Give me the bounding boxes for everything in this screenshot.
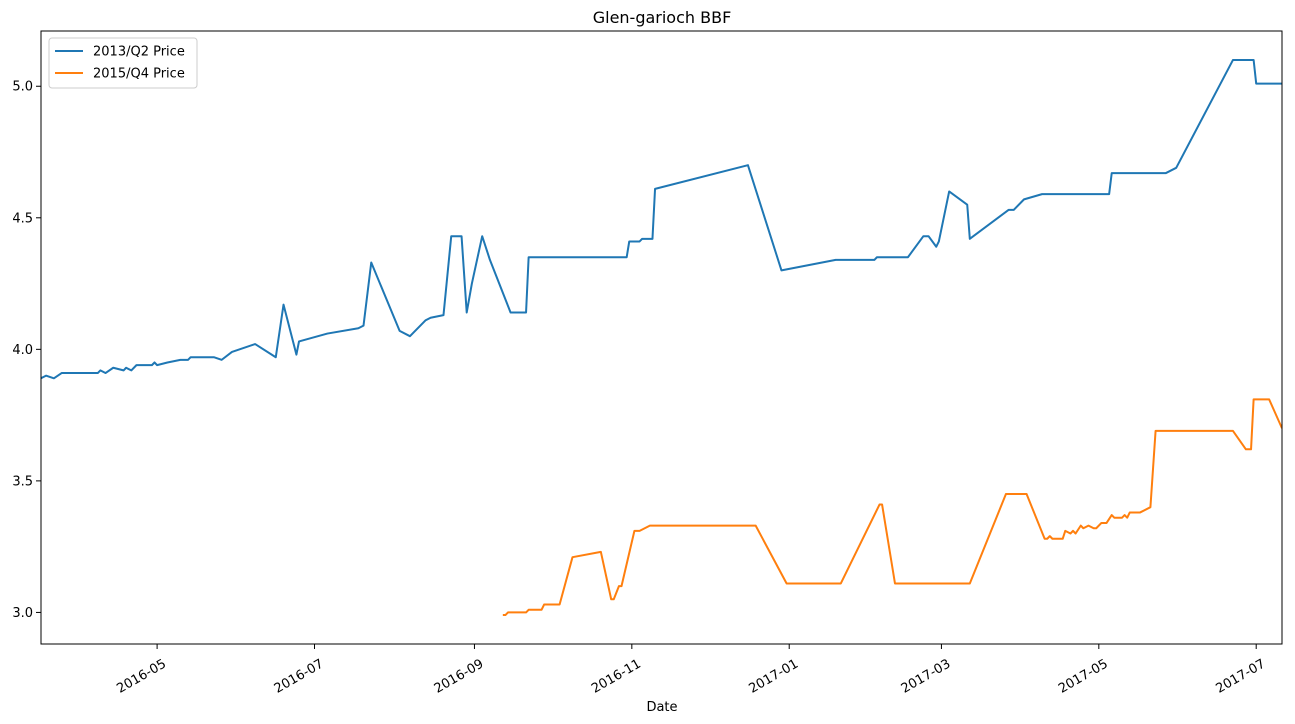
legend-label-2: 2015/Q4 Price (93, 67, 185, 82)
y-tick-label: 5.0 (12, 80, 33, 95)
y-tick-label: 3.5 (12, 474, 33, 489)
series-line-2 (502, 398, 1282, 617)
y-tick-label: 4.0 (12, 343, 33, 358)
x-axis-label: Date (646, 700, 677, 715)
legend: 2013/Q2 Price 2015/Q4 Price (48, 37, 198, 89)
series-line-1 (41, 58, 1282, 380)
y-axis: 3.0 3.5 4.0 4.5 5.0 (12, 80, 41, 621)
chart-title: Glen-garioch BBF (593, 8, 732, 27)
legend-box (48, 37, 198, 89)
y-tick-label: 3.0 (12, 606, 33, 621)
series-layer (41, 58, 1282, 617)
plot-frame (40, 30, 1283, 645)
y-tick-label: 4.5 (12, 211, 33, 226)
legend-label-1: 2013/Q2 Price (93, 45, 185, 60)
